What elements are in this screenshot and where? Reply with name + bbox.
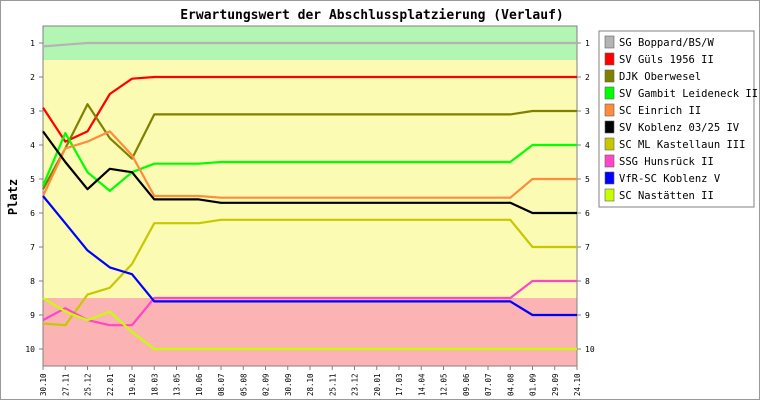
tick-labels: 1 1 2 2 3 3 4 4 5 5 6 6 7 7 8 8 9 9 10 10 30.10 27.11 25.12 22.… bbox=[25, 39, 594, 396]
legend-swatch-10 bbox=[604, 188, 615, 202]
y-tick-label-right-7: 7 bbox=[585, 243, 590, 252]
series-line-9 bbox=[42, 195, 577, 317]
x-tick-label-14: 25.11 bbox=[328, 373, 337, 396]
legend-label-1: SG Boppard/BS/W bbox=[619, 37, 715, 49]
y-tick-label-right-3: 3 bbox=[585, 107, 590, 116]
zone-band-3 bbox=[43, 298, 577, 366]
y-tick-label-left-2: 2 bbox=[30, 73, 35, 82]
y-tick-label-right-5: 5 bbox=[585, 175, 590, 184]
legend-box bbox=[598, 30, 755, 208]
series-line-3 bbox=[42, 103, 577, 190]
x-tick-label-16: 20.01 bbox=[373, 373, 382, 396]
y-tick-label-left-8: 8 bbox=[30, 277, 35, 286]
x-tick-label-12: 30.09 bbox=[284, 373, 293, 396]
x-tick-label-6: 18.03 bbox=[150, 373, 159, 396]
x-tick-label-24: 29.09 bbox=[551, 373, 560, 396]
y-tick-label-left-7: 7 bbox=[30, 243, 35, 252]
x-tick-label-21: 07.07 bbox=[484, 373, 493, 396]
y-tick-label-right-2: 2 bbox=[585, 73, 590, 82]
x-tick-label-5: 19.02 bbox=[128, 373, 137, 396]
y-tick-label-right-6: 6 bbox=[585, 209, 590, 218]
y-tick-label-left-1: 1 bbox=[30, 39, 35, 48]
chart-title: Erwartungswert der Abschlussplatzierung … bbox=[180, 8, 564, 23]
y-tick-label-left-9: 9 bbox=[30, 311, 35, 320]
legend-label-10: SC Nastätten II bbox=[619, 190, 714, 202]
legend-swatch-2 bbox=[604, 52, 615, 66]
x-tick-label-11: 02.09 bbox=[262, 373, 271, 396]
series-line-6 bbox=[42, 130, 577, 215]
y-tick-label-left-3: 3 bbox=[30, 107, 35, 116]
y-tick-label-right-1: 1 bbox=[585, 39, 590, 48]
legend: SG Boppard/BS/W SV Güls 1956 II DJK Oberwe… bbox=[598, 30, 758, 208]
x-tick-label-2: 27.11 bbox=[61, 373, 70, 396]
series-line-2 bbox=[42, 75, 577, 143]
zone-band-2 bbox=[43, 60, 577, 298]
x-tick-label-22: 04.08 bbox=[506, 373, 515, 396]
series-line-8 bbox=[42, 279, 577, 327]
x-tick-label-19: 12.05 bbox=[440, 373, 449, 396]
legend-label-8: SSG Hunsrück II bbox=[619, 156, 714, 168]
y-tick-label-right-9: 9 bbox=[585, 311, 590, 320]
y-tick-label-right-4: 4 bbox=[585, 141, 590, 150]
x-tick-label-20: 09.06 bbox=[462, 373, 471, 396]
series-lines bbox=[41, 41, 577, 351]
x-tick-label-3: 25.12 bbox=[84, 373, 93, 396]
legend-label-3: DJK Oberwesel bbox=[619, 71, 701, 83]
legend-swatch-9 bbox=[604, 171, 615, 185]
x-tick-label-1: 30.10 bbox=[39, 373, 48, 396]
x-tick-label-4: 22.01 bbox=[106, 373, 115, 396]
y-axis-label: Platz bbox=[6, 179, 20, 215]
x-tick-label-25: 24.10 bbox=[573, 373, 582, 396]
legend-label-6: SV Koblenz 03/25 IV bbox=[619, 122, 740, 134]
y-tick-label-left-10: 10 bbox=[25, 345, 35, 354]
legend-label-4: SV Gambit Leideneck II bbox=[619, 88, 758, 100]
y-tick-label-right-8: 8 bbox=[585, 277, 590, 286]
legend-swatch-3 bbox=[604, 69, 615, 83]
x-tick-label-23: 01.09 bbox=[529, 373, 538, 396]
series-line-10 bbox=[42, 297, 577, 351]
y-tick-label-right-10: 10 bbox=[585, 345, 595, 354]
series-line-1 bbox=[42, 41, 577, 48]
legend-swatch-8 bbox=[604, 154, 615, 168]
legend-label-7: SC ML Kastellaun III bbox=[619, 139, 745, 151]
legend-swatch-6 bbox=[604, 120, 615, 134]
x-tick-label-10: 05.08 bbox=[239, 373, 248, 396]
x-tick-label-17: 17.03 bbox=[395, 373, 404, 396]
legend-swatch-7 bbox=[604, 137, 615, 151]
x-tick-label-18: 14.04 bbox=[417, 373, 426, 396]
y-tick-label-left-5: 5 bbox=[30, 175, 35, 184]
background-zones bbox=[43, 26, 577, 366]
legend-swatch-4 bbox=[604, 86, 615, 100]
legend-label-5: SC Einrich II bbox=[619, 105, 701, 117]
series-line-5 bbox=[42, 130, 577, 199]
legend-swatch-1 bbox=[604, 35, 615, 49]
series-line-7 bbox=[42, 218, 577, 327]
x-tick-label-7: 13.05 bbox=[173, 373, 182, 396]
x-tick-label-8: 10.06 bbox=[195, 373, 204, 396]
legend-swatch-5 bbox=[604, 103, 615, 117]
x-tick-label-13: 28.10 bbox=[306, 373, 315, 396]
y-tick-label-left-6: 6 bbox=[30, 209, 35, 218]
legend-label-2: SV Güls 1956 II bbox=[619, 54, 714, 66]
legend-label-9: VfR-SC Koblenz V bbox=[619, 173, 721, 185]
x-tick-label-15: 23.12 bbox=[351, 373, 360, 396]
y-tick-label-left-4: 4 bbox=[30, 141, 35, 150]
x-tick-label-9: 08.07 bbox=[217, 373, 226, 396]
